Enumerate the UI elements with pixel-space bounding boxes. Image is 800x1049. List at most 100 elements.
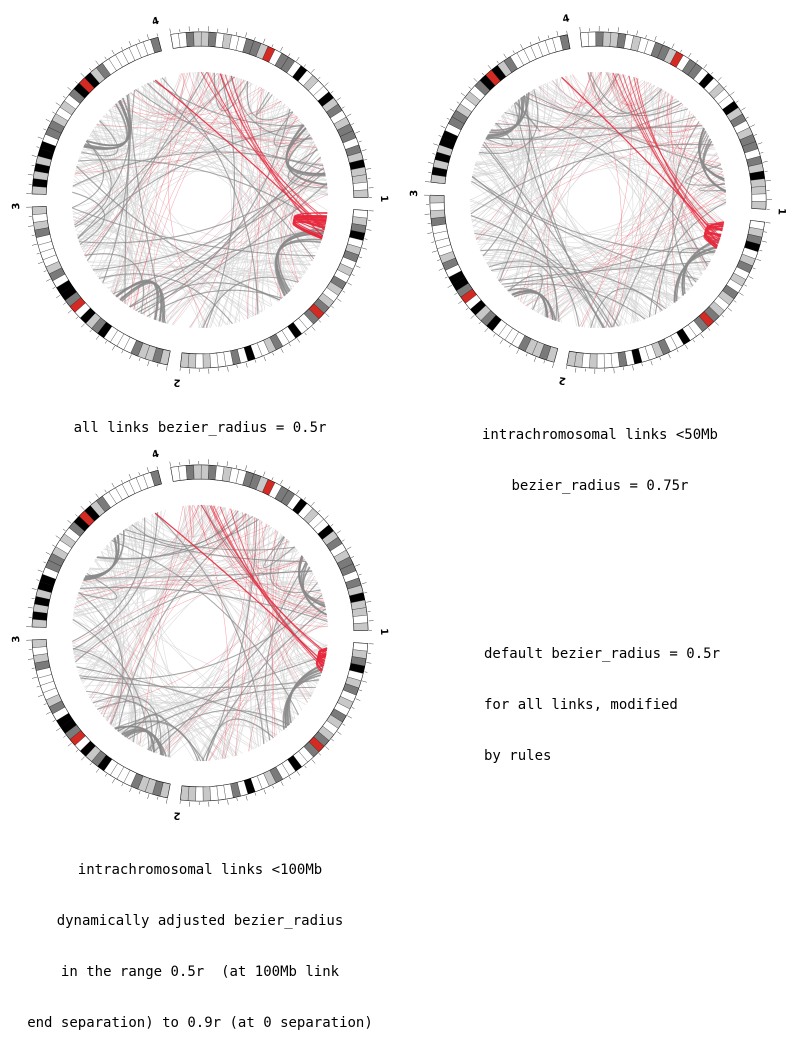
cytoband (354, 190, 368, 198)
scale-tick (509, 345, 511, 348)
scale-tick (105, 57, 107, 59)
scale-tick (557, 31, 558, 36)
cytoband (430, 210, 445, 219)
scale-tick (680, 50, 681, 53)
scale-tick (68, 743, 72, 746)
scale-tick (331, 524, 333, 526)
scale-tick (466, 308, 468, 310)
scale-tick (474, 78, 478, 81)
links-group (72, 72, 328, 328)
scale-tick (264, 789, 266, 794)
scale-tick (273, 353, 274, 356)
scale-tick (331, 91, 333, 93)
scale-tick (637, 31, 638, 36)
scale-tick (660, 357, 661, 360)
scale-tick (280, 47, 282, 51)
side-note-line: default bezier_radius = 0.5r (484, 646, 720, 663)
scale-tick (96, 769, 99, 773)
scale-tick (305, 766, 307, 768)
scale-tick (343, 291, 346, 293)
scale-tick (337, 98, 341, 101)
scale-tick (425, 181, 430, 182)
scale-tick (530, 42, 531, 45)
scale-tick (96, 336, 99, 340)
scale-tick (63, 529, 65, 531)
scale-tick (651, 361, 653, 366)
scale-tick (147, 34, 149, 39)
chromosome-label: 1 (378, 628, 389, 635)
scale-tick (148, 794, 150, 799)
scale-tick (121, 47, 122, 50)
chromosome-label: 1 (776, 208, 787, 215)
scale-tick (245, 32, 246, 37)
scale-tick (627, 31, 628, 34)
scale-tick (81, 324, 84, 328)
scale-tick (311, 69, 314, 73)
scale-tick (32, 598, 35, 599)
scale-tick (517, 349, 519, 353)
scale-tick (766, 180, 771, 181)
scale-tick (359, 574, 362, 575)
scale-tick (668, 354, 670, 359)
scale-tick (32, 165, 35, 166)
scale-tick (38, 695, 43, 697)
scale-tick (439, 268, 444, 270)
cytoband (186, 32, 194, 46)
scale-tick (53, 720, 56, 722)
scale-tick (67, 87, 71, 90)
scale-tick (312, 760, 315, 764)
cytoband (597, 354, 605, 368)
chromosome-label: 2 (558, 374, 567, 386)
scale-tick (90, 763, 92, 765)
scale-tick (445, 277, 448, 278)
scale-tick (46, 712, 50, 714)
scale-tick (764, 232, 767, 233)
scale-tick (469, 87, 471, 89)
scale-tick (431, 242, 434, 243)
scale-tick (263, 472, 265, 477)
scale-tick (441, 126, 446, 128)
scale-tick (493, 334, 495, 336)
scale-tick (157, 797, 158, 800)
scale-tick (433, 144, 438, 146)
cytoband (752, 201, 766, 209)
scale-tick (618, 27, 619, 32)
caption-line: intrachromosomal links <50Mb (430, 427, 770, 444)
scale-tick (245, 465, 246, 470)
scale-tick (347, 283, 351, 285)
scale-tick (552, 363, 553, 368)
scale-tick (342, 107, 345, 109)
caption-line: bezier_radius = 0.75r (430, 478, 770, 495)
cytoband (604, 353, 612, 367)
cytoband (751, 186, 765, 194)
scale-tick (76, 750, 78, 752)
scale-tick (121, 480, 122, 483)
scale-tick (89, 501, 91, 503)
scale-tick (711, 72, 713, 74)
scale-tick (227, 367, 228, 372)
scale-tick (701, 334, 704, 338)
scale-tick (763, 161, 768, 162)
side-note-line: by rules (484, 748, 720, 765)
cytoband (32, 619, 46, 627)
scale-tick (337, 732, 341, 735)
side-note: default bezier_radius = 0.5r for all lin… (484, 612, 720, 782)
scale-tick (122, 350, 123, 353)
scale-tick (264, 356, 266, 361)
chromosome-label: 4 (151, 16, 161, 29)
scale-tick (437, 260, 440, 261)
scale-tick (139, 472, 140, 475)
scale-tick (356, 699, 361, 701)
scale-tick (96, 494, 99, 498)
scale-tick (157, 33, 158, 36)
scale-tick (355, 564, 360, 566)
scale-tick (255, 793, 256, 796)
scale-tick (663, 41, 664, 44)
scale-tick (46, 552, 50, 554)
scale-tick (227, 28, 228, 33)
scale-tick (366, 601, 371, 602)
scale-tick (227, 461, 228, 466)
